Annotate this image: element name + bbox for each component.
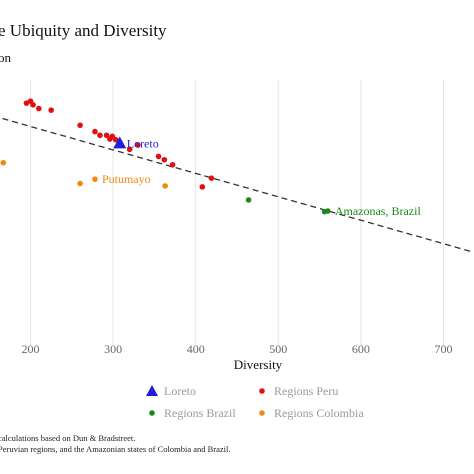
x-tick-label-300: 300 xyxy=(104,342,122,356)
point-regions-peru-12 xyxy=(126,146,133,153)
data-points xyxy=(0,98,331,215)
point-regions-brazil-2 xyxy=(325,208,331,214)
legend-label-regions-peru: Regions Peru xyxy=(274,384,338,398)
x-tick-label-400: 400 xyxy=(187,342,205,356)
point-regions-peru-16 xyxy=(169,161,176,168)
point-regions-peru-6 xyxy=(92,128,98,135)
x-tick-labels: 200 300 400 500 600 700 xyxy=(22,342,453,356)
source-note: calculations based on Dun & Bradstreet. xyxy=(0,433,135,443)
point-regions-brazil-0 xyxy=(245,197,252,203)
point-regions-peru-3 xyxy=(36,105,42,112)
sample-note: Peruvian regions, and the Amazonian stat… xyxy=(0,444,231,454)
x-axis-label: Diversity xyxy=(234,357,283,372)
point-regions-colombia-0 xyxy=(0,159,7,166)
legend-marker-regions-colombia xyxy=(259,410,265,416)
x-tick-label-200: 200 xyxy=(22,342,40,356)
x-tick-label-600: 600 xyxy=(352,342,370,356)
label-putumayo: Putumayo xyxy=(102,172,151,186)
point-regions-colombia-3 xyxy=(162,183,168,189)
point-regions-peru-18 xyxy=(199,184,206,190)
point-regions-colombia-1 xyxy=(77,180,83,187)
point-regions-colombia-2 xyxy=(92,176,98,182)
point-regions-peru-11 xyxy=(112,136,119,143)
point-loreto-0 xyxy=(113,136,127,149)
legend-label-loreto: Loreto xyxy=(164,384,196,398)
point-regions-peru-8 xyxy=(103,132,110,139)
legend-marker-regions-peru xyxy=(259,388,265,394)
point-regions-peru-15 xyxy=(161,156,168,163)
gridlines xyxy=(30,80,444,345)
point-regions-peru-2 xyxy=(30,102,36,108)
x-tick-label-500: 500 xyxy=(269,342,287,356)
legend-label-regions-brazil: Regions Brazil xyxy=(164,406,236,420)
legend-marker-loreto xyxy=(146,385,158,396)
label-loreto: Loreto xyxy=(127,136,159,150)
point-regions-peru-7 xyxy=(97,132,103,139)
point-labels: Loreto Amazonas, Brazil Putumayo xyxy=(102,136,422,218)
label-amazonas-brazil: Amazonas, Brazil xyxy=(335,204,422,218)
chart-subtitle: on xyxy=(0,50,12,65)
point-regions-peru-17 xyxy=(208,175,215,181)
legend-marker-regions-brazil xyxy=(149,410,155,416)
x-tick-label-700: 700 xyxy=(434,342,452,356)
trend-line xyxy=(2,117,473,253)
legend-label-regions-colombia: Regions Colombia xyxy=(274,406,364,420)
point-regions-peru-5 xyxy=(77,122,83,129)
trend-line-group xyxy=(2,117,473,253)
legend: Loreto Regions Peru Regions Brazil Regions … xyxy=(146,384,364,420)
chart-title: e Ubiquity and Diversity xyxy=(0,21,167,40)
point-regions-peru-14 xyxy=(155,153,162,160)
point-regions-peru-13 xyxy=(135,142,141,148)
point-regions-peru-4 xyxy=(48,107,54,113)
